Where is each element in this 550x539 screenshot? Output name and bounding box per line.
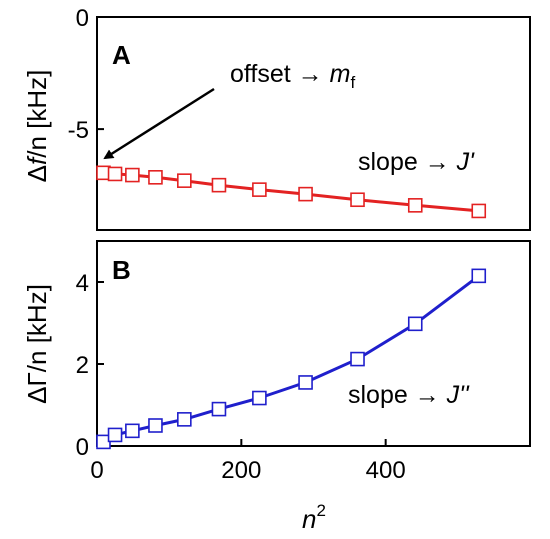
data-point-a: [350, 192, 365, 208]
data-point-a: [125, 167, 140, 183]
annotation-offset-arrow: →: [298, 60, 323, 88]
panel-b-y-axis-title: ΔΓ/n [kHz]: [22, 284, 52, 404]
annotation-offset-var: m: [330, 60, 351, 88]
panel-a-frame: [96, 16, 531, 231]
panel-b: B 024 0 200 400 ΔΓ/n [kHz] slope → J'' n2: [22, 240, 531, 534]
annotation-slope-a-label: slope: [358, 148, 418, 176]
data-point-a: [211, 177, 227, 193]
panel-a-series: [96, 165, 487, 219]
annotation-slope-b-arrow: →: [415, 381, 440, 409]
data-point-b: [211, 401, 227, 417]
y-tick-label: 4: [76, 270, 89, 297]
data-point-a: [471, 203, 487, 219]
y-tick-label: 0: [76, 5, 89, 32]
y-unit: /n [kHz]: [22, 70, 52, 158]
delta-gamma-symbol: ΔΓ: [22, 372, 52, 404]
series-line-b: [102, 274, 480, 444]
data-point-a: [252, 182, 267, 197]
data-point-b: [177, 412, 192, 427]
data-point-a: [148, 170, 163, 185]
x-tick-label: 200: [221, 457, 261, 484]
y-unit-b: /n [kHz]: [22, 284, 52, 372]
data-point-a: [107, 166, 123, 182]
annotation-slope-b-var: J'': [446, 381, 470, 409]
y-tick-label: 0: [76, 434, 89, 461]
x-var-sup: 2: [317, 501, 326, 520]
data-point-b: [407, 316, 423, 332]
delta-symbol: Δ: [22, 165, 52, 182]
data-point-b: [125, 423, 140, 439]
annotation-offset: offset → mf: [230, 60, 355, 92]
annotation-offset-sub: f: [350, 73, 355, 92]
y-tick-label: 2: [76, 352, 89, 379]
annotation-slope-a: slope → J': [358, 148, 475, 176]
annotation-slope-a-var: J': [456, 148, 476, 176]
x-tick-label: 400: [366, 457, 406, 484]
data-point-b: [252, 390, 267, 406]
x-axis-title: n2: [302, 501, 326, 534]
data-point-b: [471, 268, 487, 284]
x-tick-label: 0: [90, 457, 103, 484]
annotation-slope-a-arrow: →: [425, 148, 450, 176]
panel-b-series: [96, 268, 487, 450]
panel-b-x-ticks: 0 200 400: [90, 439, 406, 484]
panel-a-y-ticks: 0 -5: [68, 5, 104, 144]
panel-b-y-ticks: 0 2 4: [76, 270, 104, 461]
panel-a: A 0-5 Δf/n [kHz] offset → mf slope → J': [22, 5, 531, 231]
panel-b-letter: B: [112, 255, 131, 285]
data-point-b: [107, 427, 123, 443]
annotation-slope-b-label: slope: [348, 381, 408, 409]
annotation-offset-label: offset: [230, 60, 291, 88]
panel-b-frame: [96, 240, 531, 447]
x-var-n: n: [302, 504, 316, 534]
data-point-a: [177, 173, 192, 188]
y-var-f: f: [22, 155, 52, 165]
annotation-slope-b: slope → J'': [348, 381, 470, 409]
panel-a-y-axis-title: Δf/n [kHz]: [22, 70, 52, 183]
data-point-b: [350, 351, 365, 367]
panel-a-letter: A: [112, 40, 131, 70]
data-point-b: [298, 375, 313, 390]
y-tick-label: -5: [68, 117, 89, 144]
data-point-b: [148, 418, 163, 433]
data-point-a: [298, 186, 313, 202]
offset-pointer-arrow: [103, 87, 215, 160]
data-point-a: [407, 198, 423, 213]
